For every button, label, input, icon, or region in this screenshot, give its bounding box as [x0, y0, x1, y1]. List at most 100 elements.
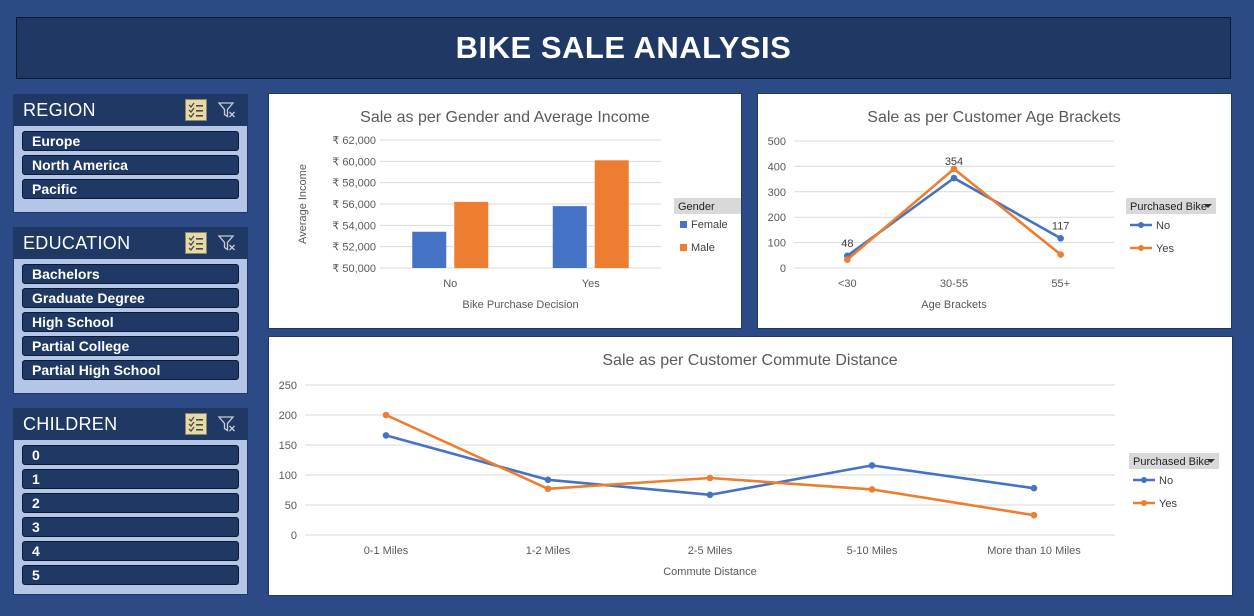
- data-point-no: [382, 432, 390, 439]
- commute-distance-chart-svg: Sale as per Customer Commute Distance 0 50…: [279, 352, 1219, 578]
- y-tick-label: 0: [291, 530, 297, 542]
- slicer-item-partial-high-school[interactable]: Partial High School: [22, 360, 239, 380]
- slicer-item-children-2[interactable]: 2: [22, 493, 239, 513]
- legend-entry: No: [1156, 220, 1170, 232]
- slicer-item-children-0[interactable]: 0: [22, 445, 239, 465]
- data-label: 48: [841, 238, 853, 250]
- y-tick-label: ₹ 56,000: [332, 199, 376, 211]
- data-point-no: [868, 462, 876, 469]
- data-label: 354: [945, 156, 963, 168]
- age-brackets-chart-svg: Sale as per Customer Age Brackets 0 100 200…: [768, 109, 1216, 311]
- y-tick-label: 200: [279, 410, 297, 422]
- data-point-no: [1057, 234, 1064, 242]
- data-point-yes: [382, 411, 390, 419]
- series-line-no: [385, 434, 1035, 497]
- slicer-item-high-school[interactable]: High School: [22, 312, 239, 332]
- slicer-item-bachelors[interactable]: Bachelors: [22, 264, 239, 284]
- y-tick-label: 400: [768, 161, 786, 173]
- y-tick-label: ₹ 60,000: [332, 156, 376, 168]
- x-axis-label: Age Brackets: [921, 299, 987, 311]
- dashboard-title: BIKE SALE ANALYSIS: [16, 17, 1231, 79]
- chart-title: Sale as per Gender and Average Income: [360, 109, 650, 126]
- slicer-item-children-5[interactable]: 5: [22, 565, 239, 585]
- legend-swatch: [680, 244, 687, 251]
- chart-title: Sale as per Customer Commute Distance: [602, 352, 897, 369]
- data-point-yes: [544, 485, 552, 493]
- multi-select-icon[interactable]: [185, 99, 207, 121]
- children-slicer-items: 0 1 2 3 4 5: [14, 440, 247, 593]
- education-slicer: EDUCATION Bachelors Graduate Degree High…: [13, 227, 248, 394]
- slicer-item-europe[interactable]: Europe: [22, 131, 239, 151]
- data-point-no: [1030, 484, 1038, 492]
- legend-title: Purchased Bike: [1133, 456, 1210, 468]
- x-tick-label: 5-10 Miles: [847, 545, 898, 557]
- legend-filter-button[interactable]: [1129, 453, 1219, 469]
- chevron-down-icon: [1204, 204, 1212, 208]
- clear-filter-icon[interactable]: [217, 100, 237, 120]
- education-slicer-title: EDUCATION: [23, 233, 131, 253]
- commute-distance-chart[interactable]: Sale as per Customer Commute Distance 0 50…: [268, 336, 1233, 596]
- slicer-item-children-1[interactable]: 1: [22, 469, 239, 489]
- x-tick-label: 30-55: [940, 278, 968, 290]
- slicer-item-north-america[interactable]: North America: [22, 155, 239, 175]
- x-tick-label: No: [443, 278, 457, 290]
- legend-title: Gender: [678, 201, 715, 213]
- y-tick-label: ₹ 62,000: [332, 135, 376, 147]
- clear-filter-icon[interactable]: [217, 233, 237, 253]
- y-tick-label: 200: [768, 212, 786, 224]
- legend-entry: Male: [691, 242, 715, 254]
- multi-select-icon[interactable]: [185, 413, 207, 435]
- multi-select-icon[interactable]: [185, 232, 207, 254]
- region-slicer-header: REGION: [14, 95, 247, 126]
- slicer-item-partial-college[interactable]: Partial College: [22, 336, 239, 356]
- x-axis-label: Commute Distance: [663, 566, 757, 578]
- y-tick-label: ₹ 50,000: [332, 263, 376, 275]
- data-point-yes: [950, 165, 958, 173]
- data-point-yes: [844, 256, 851, 263]
- y-axis-label: Average Income: [297, 164, 309, 244]
- legend-marker: [1138, 245, 1144, 251]
- data-point-yes: [706, 474, 714, 482]
- age-brackets-chart[interactable]: Sale as per Customer Age Brackets 0 100 200…: [757, 93, 1232, 329]
- chart-title: Sale as per Customer Age Brackets: [867, 109, 1120, 126]
- legend-entry: Yes: [1156, 243, 1174, 255]
- data-point-no: [544, 476, 552, 484]
- slicer-item-children-4[interactable]: 4: [22, 541, 239, 561]
- x-tick-label: Yes: [582, 278, 600, 290]
- y-tick-label: ₹ 58,000: [332, 178, 376, 190]
- data-point-yes: [1057, 251, 1064, 258]
- education-slicer-items: Bachelors Graduate Degree High School Pa…: [14, 259, 247, 388]
- legend-title: Purchased Bike: [1130, 201, 1207, 213]
- children-slicer-title: CHILDREN: [23, 414, 118, 434]
- clear-filter-icon[interactable]: [217, 414, 237, 434]
- y-tick-label: 300: [768, 187, 786, 199]
- x-tick-label: More than 10 Miles: [987, 545, 1081, 557]
- gender-income-chart[interactable]: Sale as per Gender and Average Income ₹ 5…: [268, 93, 764, 329]
- slicer-item-graduate-degree[interactable]: Graduate Degree: [22, 288, 239, 308]
- data-point-yes: [868, 486, 876, 493]
- slicer-item-pacific[interactable]: Pacific: [22, 179, 239, 199]
- legend-entry: No: [1159, 475, 1173, 487]
- x-tick-label: 55+: [1051, 278, 1070, 290]
- region-slicer-items: Europe North America Pacific: [14, 126, 247, 207]
- legend-entry: Yes: [1159, 498, 1177, 510]
- x-axis-label: Bike Purchase Decision: [462, 299, 578, 311]
- y-tick-label: ₹ 54,000: [332, 220, 376, 232]
- legend-entry: Female: [691, 219, 728, 231]
- children-slicer: CHILDREN 0 1 2 3 4 5: [13, 408, 248, 595]
- legend-marker: [1141, 477, 1147, 483]
- x-tick-label: 0-1 Miles: [364, 545, 409, 557]
- x-tick-label: <30: [838, 278, 857, 290]
- y-tick-label: ₹ 52,000: [332, 242, 376, 254]
- legend-swatch: [680, 221, 687, 228]
- y-tick-label: 0: [780, 263, 786, 275]
- data-point-no: [950, 174, 958, 182]
- legend-marker: [1138, 222, 1144, 228]
- legend-filter-button[interactable]: [1126, 198, 1216, 214]
- data-point-no: [706, 491, 714, 499]
- gender-income-chart-svg: Sale as per Gender and Average Income ₹ 5…: [297, 109, 764, 311]
- slicer-item-children-3[interactable]: 3: [22, 517, 239, 537]
- bar-male: [594, 160, 629, 268]
- x-tick-label: 2-5 Miles: [688, 545, 733, 557]
- chevron-down-icon: [1207, 459, 1215, 463]
